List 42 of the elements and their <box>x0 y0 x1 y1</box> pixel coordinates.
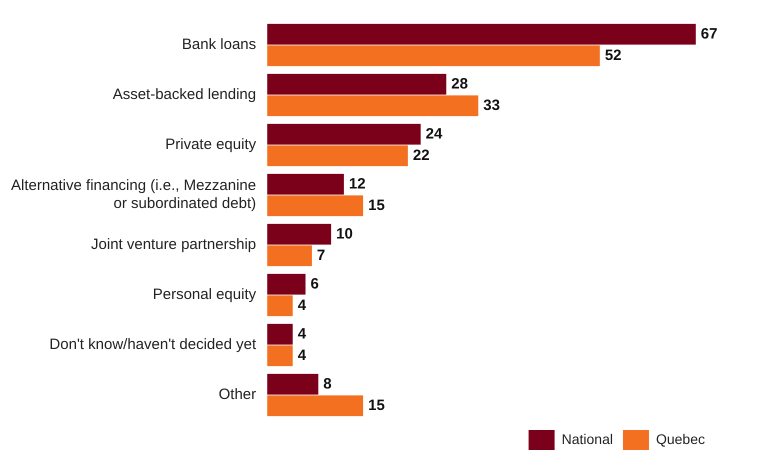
data-label: 7 <box>316 246 326 264</box>
bar <box>267 295 293 316</box>
y-tick-label: Other <box>218 386 256 404</box>
bar <box>267 145 408 166</box>
bar <box>267 224 332 245</box>
y-tick-label: Personal equity <box>152 286 257 304</box>
y-tick-label: Bank loans <box>182 36 256 54</box>
bar <box>267 174 344 195</box>
data-label: 15 <box>368 396 385 414</box>
data-label: 12 <box>348 175 366 192</box>
y-tick-label: Alternative financing (i.e., Mezzanine or subordinated debt) <box>10 177 256 212</box>
data-label: 28 <box>451 75 468 92</box>
data-label: 8 <box>323 375 332 392</box>
y-tick-label: Joint venture partnership <box>91 236 256 254</box>
bar <box>267 395 364 416</box>
legend-label: National <box>562 430 613 447</box>
data-label: 4 <box>298 346 307 364</box>
bar <box>267 74 446 95</box>
data-label: 22 <box>412 146 430 164</box>
bar <box>267 124 421 145</box>
data-label: 4 <box>298 296 307 314</box>
data-label: 33 <box>483 96 500 114</box>
bar <box>267 195 364 216</box>
data-label: 15 <box>368 196 385 214</box>
data-label: 24 <box>426 125 444 142</box>
bar <box>267 245 312 266</box>
data-label: 52 <box>604 46 622 64</box>
bar <box>267 45 600 66</box>
data-label: 6 <box>310 275 319 292</box>
bar <box>267 324 293 345</box>
bar <box>267 374 318 395</box>
y-tick-label: Don't know/haven't decided yet <box>49 336 257 354</box>
data-label: 10 <box>336 225 353 242</box>
data-label: 67 <box>700 25 718 42</box>
bar <box>267 24 696 45</box>
y-tick-label: Asset-backed lending <box>112 86 256 104</box>
bar <box>267 274 306 295</box>
data-label: 4 <box>298 325 307 342</box>
legend-label: Quebec <box>656 430 706 447</box>
bar <box>267 345 293 366</box>
y-tick-label: Private equity <box>165 136 257 154</box>
bar <box>267 95 478 116</box>
